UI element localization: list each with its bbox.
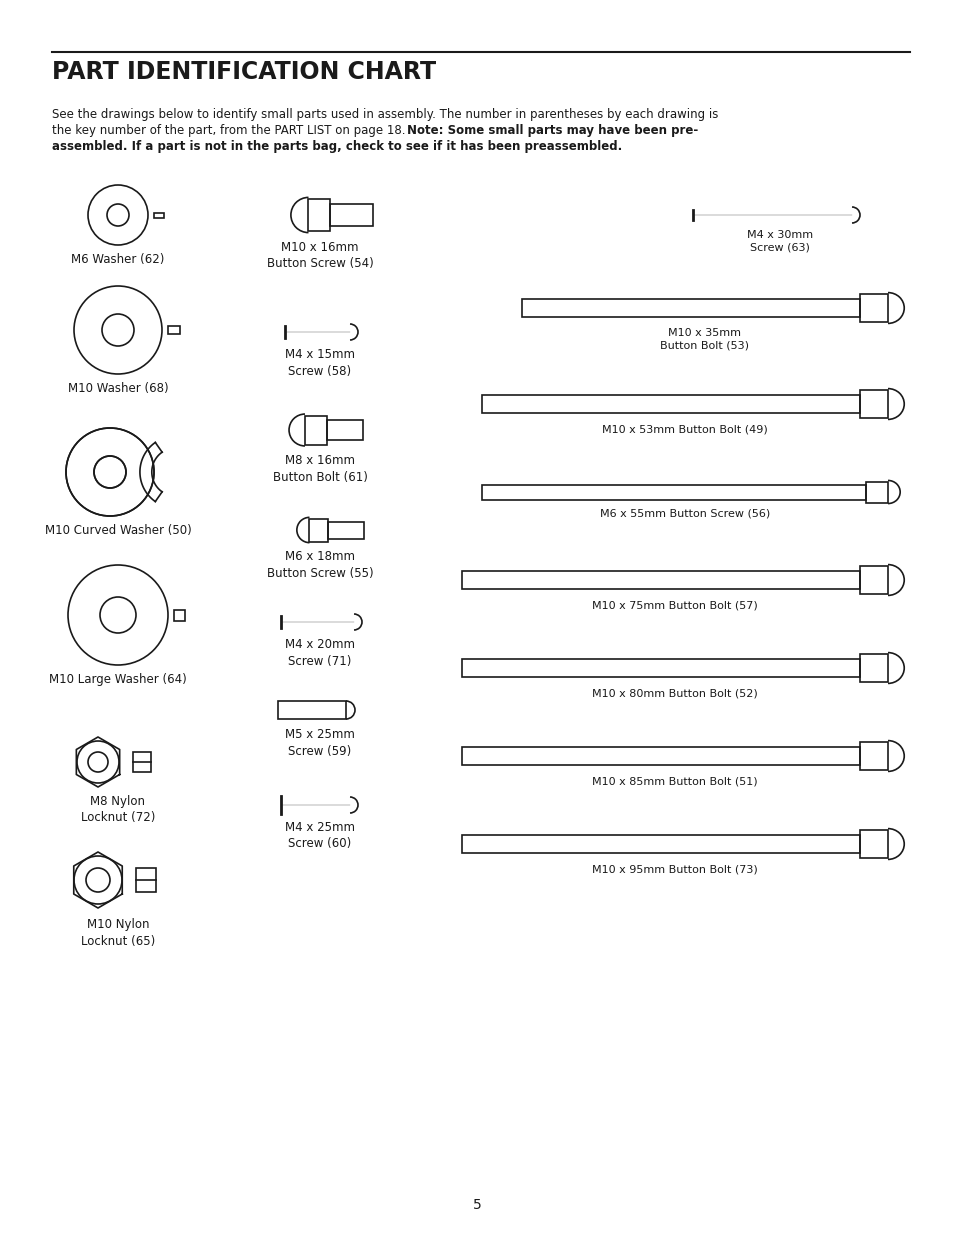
Bar (327, 420, 363, 440)
Bar (173, 610, 185, 620)
Text: Note: Some small parts may have been pre-: Note: Some small parts may have been pre… (407, 124, 698, 137)
Bar (521, 299, 859, 317)
Bar (328, 521, 364, 538)
Text: M10 x 53mm Button Bolt (49): M10 x 53mm Button Bolt (49) (601, 424, 767, 433)
Bar (859, 742, 887, 769)
Text: M4 x 25mm
Screw (60): M4 x 25mm Screw (60) (285, 821, 355, 851)
Bar (136, 868, 156, 892)
Text: M6 Washer (62): M6 Washer (62) (71, 253, 165, 266)
Text: See the drawings below to identify small parts used in assembly. The number in p: See the drawings below to identify small… (52, 107, 718, 121)
Text: M5 x 25mm
Screw (59): M5 x 25mm Screw (59) (285, 727, 355, 757)
Bar (461, 659, 859, 677)
Bar (277, 701, 346, 719)
Bar (153, 212, 164, 217)
Bar (865, 482, 887, 503)
Bar (859, 294, 887, 322)
Text: M8 x 16mm
Button Bolt (61): M8 x 16mm Button Bolt (61) (273, 454, 367, 483)
Bar (461, 835, 859, 853)
Bar (308, 199, 330, 231)
Text: M6 x 18mm
Button Screw (55): M6 x 18mm Button Screw (55) (267, 550, 373, 579)
Bar (132, 752, 151, 772)
Text: M8 Nylon
Locknut (72): M8 Nylon Locknut (72) (81, 795, 155, 825)
Text: M6 x 55mm Button Screw (56): M6 x 55mm Button Screw (56) (599, 509, 769, 519)
Bar (481, 484, 865, 499)
Text: the key number of the part, from the PART LIST on page 18.: the key number of the part, from the PAR… (52, 124, 409, 137)
Bar (859, 655, 887, 682)
Text: PART IDENTIFICATION CHART: PART IDENTIFICATION CHART (52, 61, 436, 84)
Text: M4 x 15mm
Screw (58): M4 x 15mm Screw (58) (285, 348, 355, 378)
Text: M10 x 35mm
Button Bolt (53): M10 x 35mm Button Bolt (53) (659, 329, 749, 351)
Text: M10 x 80mm Button Bolt (52): M10 x 80mm Button Bolt (52) (592, 688, 757, 698)
Text: M10 x 85mm Button Bolt (51): M10 x 85mm Button Bolt (51) (592, 776, 757, 785)
Bar (859, 830, 887, 858)
Text: M10 Washer (68): M10 Washer (68) (68, 382, 168, 395)
Bar (330, 204, 374, 226)
Text: M10 x 95mm Button Bolt (73): M10 x 95mm Button Bolt (73) (592, 864, 757, 874)
Bar (481, 395, 859, 412)
Text: M10 x 16mm
Button Screw (54): M10 x 16mm Button Screw (54) (266, 241, 373, 270)
Bar (168, 326, 180, 333)
Bar (859, 566, 887, 594)
Bar (859, 390, 887, 417)
Text: M4 x 20mm
Screw (71): M4 x 20mm Screw (71) (285, 638, 355, 667)
Text: M10 Large Washer (64): M10 Large Washer (64) (49, 673, 187, 685)
Bar (461, 747, 859, 764)
Text: M10 Curved Washer (50): M10 Curved Washer (50) (45, 524, 192, 537)
Bar (305, 415, 327, 445)
Bar (461, 571, 859, 589)
Text: M4 x 30mm
Screw (63): M4 x 30mm Screw (63) (746, 230, 812, 253)
Text: M10 x 75mm Button Bolt (57): M10 x 75mm Button Bolt (57) (592, 600, 757, 610)
Text: M10 Nylon
Locknut (65): M10 Nylon Locknut (65) (81, 918, 155, 947)
Text: 5: 5 (472, 1198, 481, 1212)
Text: assembled. If a part is not in the parts bag, check to see if it has been preass: assembled. If a part is not in the parts… (52, 140, 621, 153)
Bar (309, 519, 328, 541)
